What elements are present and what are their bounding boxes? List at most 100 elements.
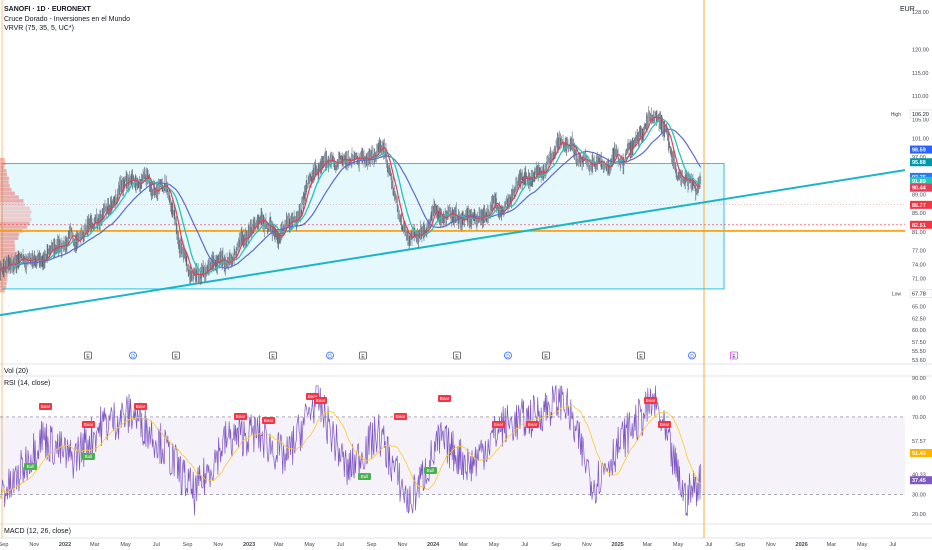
volume-profile-bar [0, 277, 8, 282]
volume-profile-bar [0, 281, 7, 285]
time-axis-tick: Mar [90, 542, 100, 548]
event-marker-label: E [455, 354, 459, 360]
price-axis-tick: 115.00 [912, 71, 928, 77]
volume-profile-bar [0, 288, 6, 293]
volume-profile-bar [0, 240, 15, 244]
time-axis-tick: 2022 [59, 542, 71, 548]
volume-profile-bar [0, 191, 15, 196]
time-axis-tick: 2026 [796, 542, 808, 548]
price-tag-value: 82.51 [912, 223, 926, 229]
time-axis-tick: 2023 [243, 542, 255, 548]
bear-signal-label: Bear [41, 404, 51, 409]
volume-profile-bar [0, 244, 15, 248]
time-axis-tick: Sep [551, 542, 561, 548]
bull-signal-badge [424, 467, 437, 474]
volume-profile-bar [0, 217, 32, 222]
time-axis-tick: Mar [827, 542, 837, 548]
rsi-axis-tick: 40.33 [912, 473, 926, 479]
rsi-axis-tick: 70.00 [912, 415, 926, 421]
time-axis-tick: Mar [459, 542, 469, 548]
price-axis-bg [905, 0, 932, 550]
event-marker-icon [269, 351, 277, 360]
volume-profile-bar [0, 187, 12, 192]
volume-pane-label[interactable]: Vol (20) [4, 368, 29, 375]
bear-signal-label: Bear [84, 422, 94, 427]
indicator-golden-cross-label[interactable]: Cruce Dorado - Inversiones en el Mundo [4, 16, 131, 23]
price-axis-tick: 65.00 [912, 305, 926, 311]
time-axis-tick: Mar [643, 542, 653, 548]
rsi-line [0, 384, 702, 516]
volume-profile-bar [0, 210, 32, 214]
time-axis-tick: Nov [582, 542, 592, 548]
time-axis-tick: Jul [521, 542, 528, 548]
rsi-tag-badge [910, 448, 932, 457]
low-value: 67.78 [912, 292, 926, 298]
bear-signal-badge [492, 421, 505, 428]
volume-profile-bar [0, 225, 28, 229]
price-axis-tick: 77.00 [912, 249, 926, 255]
bear-signal-badge [39, 403, 52, 410]
bear-signal-label: Bear [396, 414, 406, 419]
event-marker-label: E [639, 354, 643, 360]
event-marker-icon [730, 351, 738, 360]
bear-signal-label: Bear [236, 414, 246, 419]
event-marker-icon [542, 351, 550, 360]
rsi-axis-tick: 30.00 [912, 493, 926, 499]
event-marker-icon [453, 351, 461, 360]
bear-signal-label: Bear [308, 394, 318, 399]
time-axis-tick: May [304, 542, 315, 548]
price-axis-tick: 74.00 [912, 263, 926, 269]
low-label: Low [892, 292, 902, 298]
price-tag-value: 90.44 [912, 186, 927, 192]
event-marker-label: E [271, 354, 275, 360]
indicator-vrvr-label[interactable]: VRVR (75, 35, 5, UC*) [4, 25, 74, 32]
event-marker-label: E [732, 354, 736, 360]
time-axis-tick: Nov [766, 542, 776, 548]
rsi-moving-average-line [0, 404, 701, 499]
bear-signal-label: Bear [646, 398, 656, 403]
volume-profile-bar [0, 199, 24, 203]
event-marker-label: D [131, 354, 135, 360]
low-value-tag [909, 289, 932, 298]
price-axis-tick: 55.50 [912, 349, 926, 355]
volume-profile-bar [0, 236, 19, 240]
volume-profile-bar [0, 232, 19, 237]
volume-profile-bar [0, 184, 10, 188]
price-axis-tick: 62.50 [912, 316, 926, 322]
volume-profile-bar [0, 247, 15, 252]
rsi-pane-label[interactable]: RSI (14, close) [4, 380, 51, 387]
time-axis-tick: May [489, 542, 500, 548]
bear-signal-badge [394, 413, 407, 420]
price-axis-tick: 97.00 [912, 155, 926, 161]
bear-signal-label: Bear [528, 422, 538, 427]
rsi-axis-tick: 20.00 [912, 512, 926, 518]
macd-pane-label[interactable]: MACD (12, 26, close) [4, 528, 71, 535]
time-axis-tick: Mar [274, 542, 284, 548]
rsi-tag-badge [910, 476, 932, 485]
event-marker-icon [504, 351, 512, 360]
bear-signal-badge [262, 417, 275, 424]
high-value-tag [909, 109, 932, 119]
bear-signal-badge [82, 421, 95, 428]
event-marker-label: D [506, 354, 510, 360]
symbol-title: SANOFI · 1D · EURONEXT [4, 6, 91, 13]
bear-signal-badge [526, 421, 539, 428]
rsi-axis-tick: 90.00 [912, 376, 926, 382]
price-tag-value: 86.77 [912, 203, 926, 209]
high-label: High [891, 112, 902, 118]
volume-profile-bar [0, 172, 7, 177]
event-marker-label: E [174, 354, 178, 360]
price-axis-tick: 120.00 [912, 47, 929, 53]
rsi-tag-value: 37.45 [912, 478, 926, 484]
bear-signal-badge [314, 397, 327, 404]
rsi-axis-tick: 57.57 [912, 439, 926, 445]
volume-profile-bar [0, 195, 19, 199]
bear-signal-label: Bear [660, 422, 670, 427]
bear-signal-label: Bear [494, 422, 504, 427]
time-axis-tick: Sep [735, 542, 745, 548]
bull-signal-label: Bull [85, 454, 93, 459]
price-axis-tick: 110.00 [912, 94, 928, 100]
price-axis-tick: 105.00 [912, 118, 929, 124]
time-axis-tick: 2025 [611, 542, 623, 548]
